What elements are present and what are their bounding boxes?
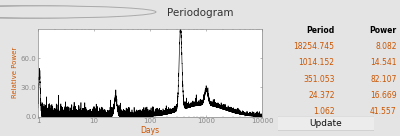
Text: Periodogram: Periodogram	[167, 8, 233, 18]
Circle shape	[0, 6, 156, 18]
Text: 24.372: 24.372	[308, 91, 335, 100]
Text: 8.082: 8.082	[375, 42, 397, 51]
Text: 351.053: 351.053	[303, 75, 335, 84]
Text: 16.669: 16.669	[370, 91, 397, 100]
Text: 41.557: 41.557	[370, 107, 397, 116]
Text: Update: Update	[310, 119, 342, 128]
Y-axis label: Relative Power: Relative Power	[12, 47, 18, 98]
Text: 14.541: 14.541	[370, 58, 397, 67]
Text: 18254.745: 18254.745	[294, 42, 335, 51]
Text: Period: Period	[306, 26, 335, 35]
Circle shape	[0, 6, 142, 18]
Text: 1014.152: 1014.152	[299, 58, 335, 67]
Text: 82.107: 82.107	[370, 75, 397, 84]
Text: 1.062: 1.062	[313, 107, 335, 116]
Text: Power: Power	[370, 26, 397, 35]
X-axis label: Days: Days	[140, 126, 160, 135]
FancyBboxPatch shape	[272, 116, 380, 131]
Circle shape	[0, 6, 128, 18]
